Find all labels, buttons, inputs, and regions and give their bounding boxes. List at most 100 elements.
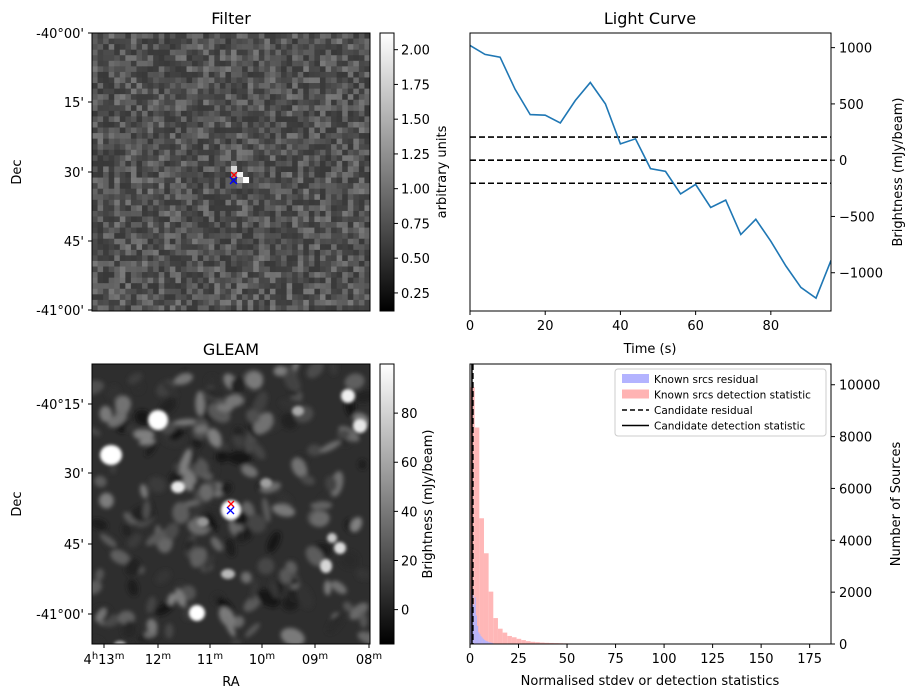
histogram-ytick-label: 6000 [839,482,872,497]
light-curve-xtick-label: 0 [466,319,474,334]
gleam-ytick-label: 45' [64,538,84,553]
histogram-bar [489,642,491,644]
histogram-ytick-label: 0 [839,638,847,653]
gleam-xtick-label: 09m [302,651,328,668]
gleam-colorbar [379,363,395,645]
histogram-bar [479,518,484,644]
histogram-bar [482,638,484,644]
legend-label: Candidate detection statistic [654,421,806,433]
histogram-xlabel: Normalised stdev or detection statistics [521,674,780,689]
histogram-bar [525,641,531,644]
histogram-bar [485,640,487,644]
light-curve-xtick-label: 60 [687,319,704,334]
gleam-xtick-label: 11m [197,651,223,668]
histogram-bar [479,634,481,644]
gleam-xtick-label: 08m [356,651,382,668]
filter-colorbar-label: arbitrary units [435,125,450,218]
gleam-frame [91,363,371,645]
gleam-ylabel: Dec [10,491,25,516]
histogram-panel: 0 25 50 75 100 125 150 175 0 2000 4000 6000 8000 100… [466,363,904,689]
histogram-xtick-label: 75 [607,652,624,667]
gleam-colorbar-ticks: 80 60 40 20 0 [394,407,418,619]
histogram-bar [502,632,508,644]
gleam-ytick-label: 30' [64,467,84,482]
histogram-bar [549,642,554,644]
histogram-bar [470,607,472,644]
filter-title: Filter [211,9,251,28]
filter-colorbar-ticks: 2.00 1.75 1.50 1.25 1.00 0.75 0.50 0.25 [394,44,430,302]
filter-ytick-label: -40°00' [36,27,84,42]
light-curve-ytick-label: 1000 [839,42,872,57]
histogram-bar [474,427,480,644]
gleam-colorbar-label: Brightness (mJy/beam) [421,430,436,579]
gleam-xtick-label: 12m [145,651,171,668]
histogram-bar [478,632,480,644]
histogram-bar [507,635,512,644]
gleam-xlabel: RA [222,675,240,690]
gleam-ytick-label: -40°15' [36,398,84,413]
filter-yticks: -40°00' 15' 30' 45' -41°00' [36,27,92,319]
filter-colorbar-tick-label: 2.00 [401,44,430,59]
histogram-bar [483,553,489,644]
histogram-legend: Known srcs residual Known srcs detection … [614,368,827,437]
gleam-xtick-label: 10m [249,651,275,668]
histogram-bar [474,597,476,644]
gleam-title: GLEAM [203,340,259,359]
histogram-bar [480,636,482,644]
filter-colorbar-tick-label: 1.50 [401,113,430,128]
light-curve-panel: Light Curve 0 20 40 60 80 10005000−500−1000 … [466,9,906,357]
light-curve-xlabel: Time (s) [623,342,677,357]
gleam-reference-marker [227,500,235,508]
gleam-image [92,364,370,644]
light-curve-ylabel: Brightness (mJy/beam) [891,98,906,247]
histogram-ytick-label: 2000 [839,586,872,601]
histogram-ytick-label: 4000 [839,534,872,549]
histogram-bar [530,641,536,644]
light-curve-ytick-label: 500 [839,98,864,113]
light-curve-series [470,44,831,300]
histogram-bar [481,637,483,644]
histogram-bar [490,642,493,644]
light-curve-ytick-label: −500 [839,210,875,225]
light-curve-xticks: 0 20 40 60 80 [466,311,779,334]
gleam-colorbar-tick-label: 80 [401,407,418,422]
filter-image [92,33,371,312]
legend-label: Known srcs detection statistic [654,390,811,402]
histogram-xtick-label: 125 [700,652,725,667]
histogram-bar [483,639,486,644]
light-curve-xtick-label: 40 [612,319,629,334]
gleam-candidate-marker [226,506,235,515]
histogram-bar [497,628,503,644]
light-curve-frame [469,32,832,312]
filter-colorbar-tick-label: 0.25 [401,287,430,302]
light-curve-title: Light Curve [604,9,696,28]
legend-label: Candidate residual [654,405,753,417]
histogram-xtick-label: 0 [466,652,474,667]
light-curve-xtick-label: 80 [763,319,780,334]
filter-ytick-label: 15' [64,96,84,111]
light-curve-xtick-label: 20 [537,319,554,334]
histogram-bar [475,615,477,644]
filter-colorbar-tick-label: 0.50 [401,252,430,267]
filter-colorbar [379,32,395,312]
histogram-plot-area [470,364,708,644]
gleam-ytick-label: -41°00' [36,608,84,623]
gleam-colorbar-tick-label: 20 [401,554,418,569]
histogram-bar [493,618,498,644]
histogram-frame [469,363,832,645]
light-curve-yticks: 1000 500 0 −500 −1000 [831,42,883,282]
histogram-ytick-label: 10000 [839,379,880,394]
histogram-bar [476,625,479,644]
filter-ylabel: Dec [10,159,25,184]
histogram-xtick-label: 50 [559,652,576,667]
histogram-bar [511,637,517,644]
histogram-bar [492,642,494,644]
filter-panel: Filter -40°00' 15' 30' 45' -41°00' Dec 2.00 1… [10,9,450,319]
gleam-xticks: 4h13m 12m 11m 10m 09m 08m [84,644,382,668]
histogram-bar [488,642,490,644]
histogram-bar [487,641,489,644]
histogram-bar [544,642,550,644]
histogram-ytick-label: 8000 [839,431,872,446]
histogram-bar [539,642,545,644]
